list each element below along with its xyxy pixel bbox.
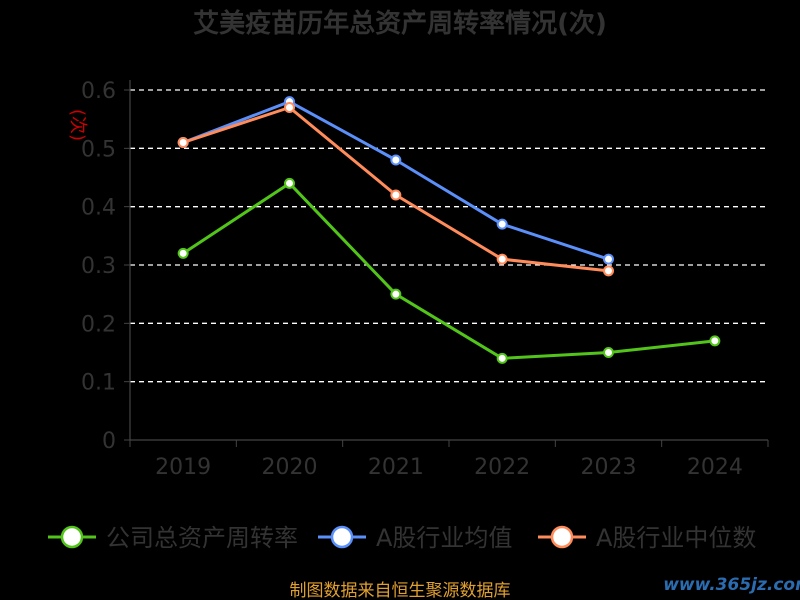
legend-label: 公司总资产周转率	[106, 524, 298, 552]
data-point	[177, 247, 189, 259]
data-source-note: 制图数据来自恒生聚源数据库	[290, 581, 511, 600]
x-tick-label: 2019	[155, 455, 211, 480]
data-point	[390, 288, 402, 300]
legend: 公司总资产周转率 A股行业均值 A股行业中位数	[48, 524, 756, 552]
data-point	[390, 154, 402, 166]
legend-marker-1	[330, 525, 354, 549]
data-point	[284, 177, 295, 189]
x-tick-label: 2021	[368, 455, 424, 480]
x-tick-label: 2024	[687, 455, 743, 480]
legend-marker-0	[60, 525, 84, 549]
data-point	[603, 265, 614, 277]
y-axis-unit: (次)	[67, 109, 88, 141]
chart-title: 艾美疫苗历年总资产周转率情况(次)	[193, 8, 607, 39]
y-tick-label: 0.2	[81, 312, 116, 337]
data-point	[496, 352, 508, 364]
legend-label: A股行业均值	[376, 524, 512, 552]
legend-marker-2	[550, 525, 574, 549]
x-tick-label: 2020	[262, 455, 318, 480]
x-tick-labels: 2019 2020 2021 2022 2023 2024	[155, 455, 743, 480]
y-tick-label: 0.4	[81, 196, 116, 221]
site-watermark: www.365jz.com	[663, 575, 800, 595]
data-point	[603, 347, 614, 358]
data-point	[390, 189, 402, 201]
data-point	[284, 102, 295, 113]
y-tick-label: 0.1	[81, 371, 116, 396]
x-tick-label: 2022	[474, 455, 530, 480]
x-tick-label: 2023	[581, 455, 637, 480]
data-point	[603, 253, 614, 265]
y-tick-label: 0.3	[81, 254, 116, 279]
series-line-2	[182, 106, 609, 273]
series-line-0	[182, 181, 715, 360]
series-line-1	[182, 100, 609, 261]
data-point	[496, 253, 508, 265]
axes	[124, 80, 769, 447]
legend-label: A股行业中位数	[596, 524, 756, 552]
data-point	[709, 335, 721, 347]
y-tick-label: 0	[102, 429, 116, 454]
data-point	[177, 137, 189, 148]
y-tick-labels: 0 0.1 0.2 0.3 0.4 0.5 0.6	[81, 79, 116, 454]
grid-lines	[130, 89, 768, 383]
series-lines	[177, 96, 721, 364]
data-point	[496, 218, 508, 230]
y-tick-label: 0.5	[81, 137, 116, 162]
y-tick-label: 0.6	[81, 79, 116, 104]
